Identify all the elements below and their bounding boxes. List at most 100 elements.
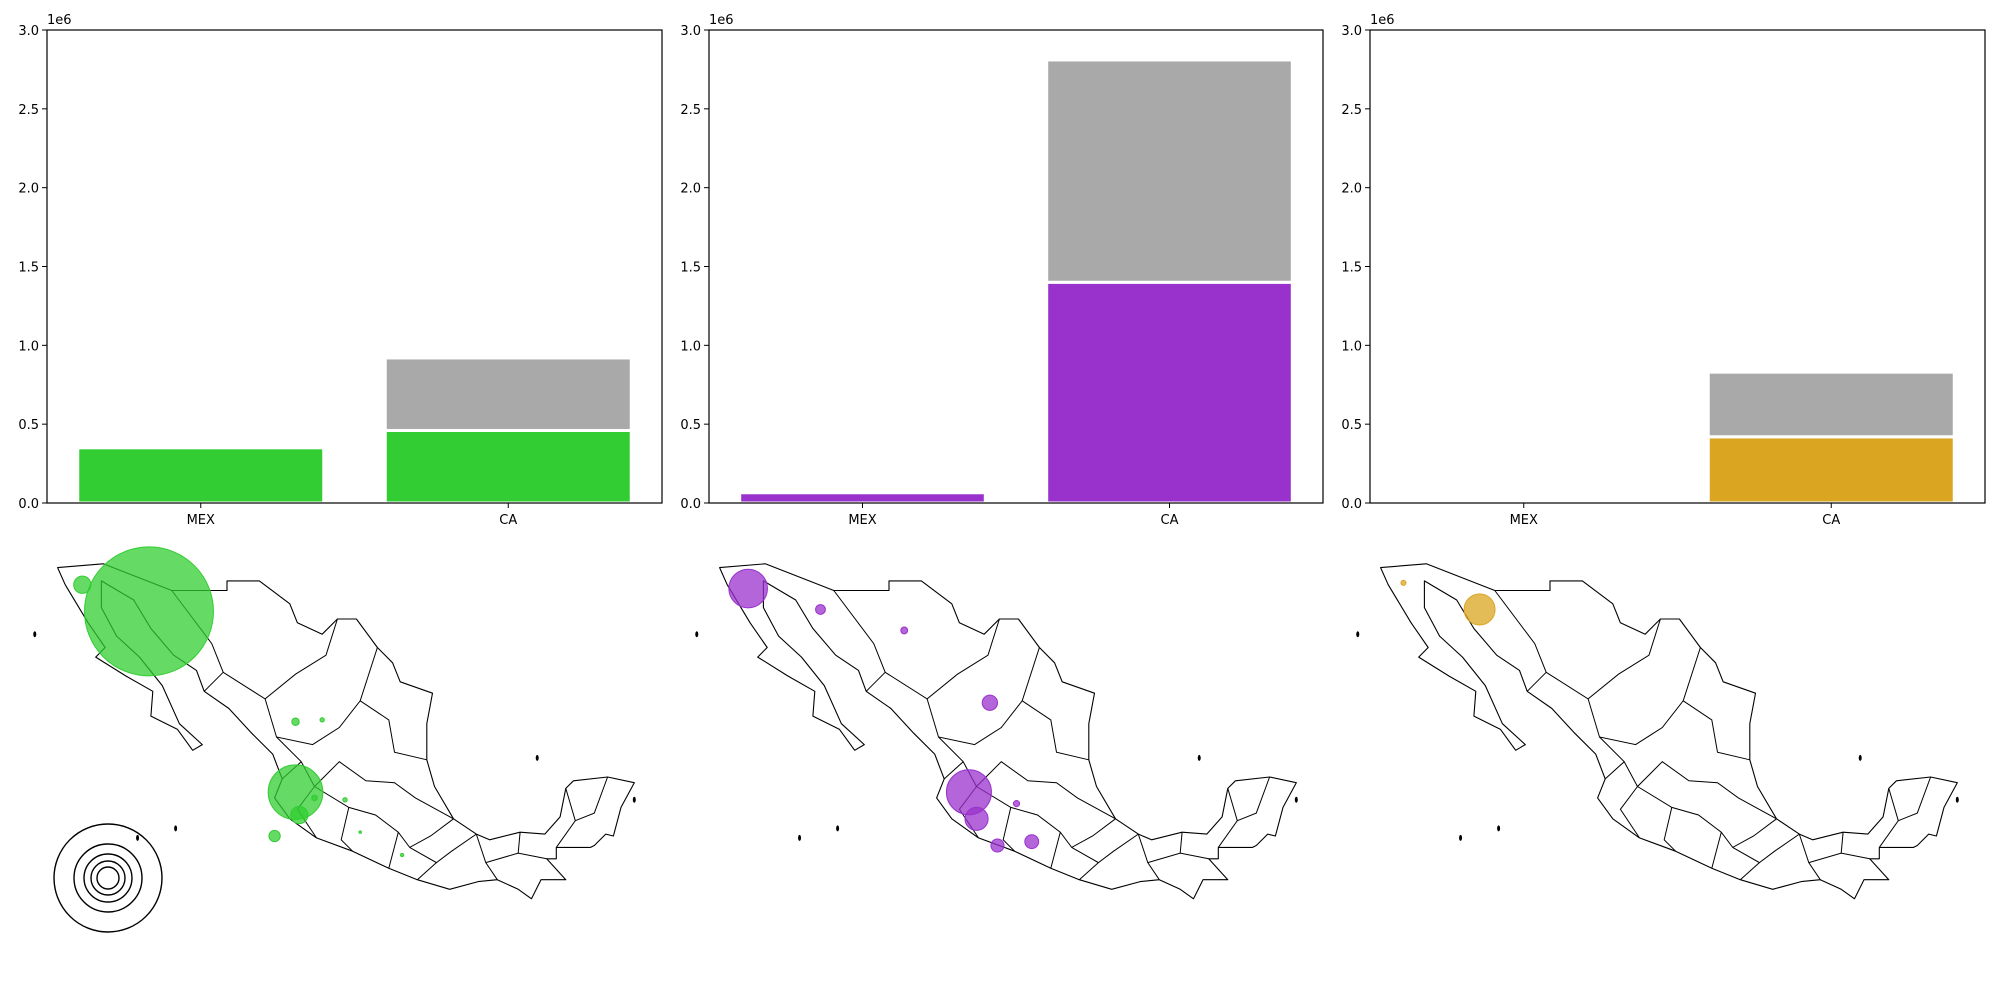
state-border <box>1739 862 1760 881</box>
y-tick-label: 0.0 <box>1341 497 1362 512</box>
state-border <box>409 833 477 864</box>
y-tick-label: 3.0 <box>1341 24 1362 39</box>
legend-circle-2 <box>73 843 143 913</box>
state-border <box>943 761 964 780</box>
bar-ca-series-1 <box>1045 280 1294 505</box>
y-tick-label: 1.0 <box>18 339 39 354</box>
country-outline <box>1380 563 1958 900</box>
y-tick-label: 1.5 <box>18 261 39 276</box>
bubble-1 <box>728 568 768 609</box>
bubble-2 <box>1463 593 1496 626</box>
bar-chart-3: MEX CA 0.0 0.5 1.0 1.5 2.0 2.5 3.0 1e6 <box>1341 13 1986 528</box>
bar-ca-series-2 <box>383 356 633 432</box>
y-tick-label: 0.5 <box>1341 418 1362 433</box>
country-outline <box>719 563 1297 900</box>
bubble-6 <box>290 805 309 825</box>
state-border <box>1840 832 1844 854</box>
island <box>1197 754 1201 761</box>
y-tick-label: 1.0 <box>680 339 701 354</box>
y-offset-label: 1e6 <box>47 13 72 28</box>
island <box>174 825 178 832</box>
y-tick-label: 1.5 <box>1341 261 1362 276</box>
island <box>136 834 140 841</box>
island <box>632 796 636 803</box>
state-border <box>1021 700 1089 761</box>
state-border <box>388 832 399 869</box>
map-1 <box>33 546 636 900</box>
bubble-6 <box>964 806 989 831</box>
island <box>1294 796 1298 803</box>
legend-circle-5 <box>96 866 120 890</box>
bar-chart-1: MEX CA 0.0 0.5 1.0 1.5 2.0 2.5 3.0 1e6 <box>18 13 663 528</box>
bubble-8 <box>342 797 348 803</box>
y-tick-label: 2.5 <box>18 103 39 118</box>
bar-ca-series-1 <box>1706 435 1956 505</box>
bar-mex-series-1 <box>76 446 326 505</box>
bubble-9 <box>1024 834 1040 850</box>
state-border <box>1002 807 1015 852</box>
island <box>535 754 539 761</box>
state-border <box>926 647 1040 746</box>
state-border <box>1732 833 1800 864</box>
bubble-3 <box>900 626 909 635</box>
axes-frame <box>708 29 1324 504</box>
island <box>1497 825 1501 832</box>
state-border <box>359 700 427 761</box>
y-tick-label: 3.0 <box>680 24 701 39</box>
state-border <box>1599 736 1777 820</box>
bubble-8 <box>990 838 1005 853</box>
bubble-9 <box>268 829 281 843</box>
island <box>798 834 802 841</box>
state-border <box>340 807 353 852</box>
state-border <box>222 618 338 700</box>
state-border <box>264 647 378 746</box>
x-tick-label: CA <box>1161 513 1179 528</box>
y-tick-label: 0.5 <box>18 418 39 433</box>
bubble-2 <box>73 575 92 594</box>
state-border <box>517 832 521 854</box>
bar-chart-2: MEX CA 0.0 0.5 1.0 1.5 2.0 2.5 3.0 1e6 <box>680 13 1324 528</box>
x-tick-label: MEX <box>187 513 215 528</box>
y-tick-label: 0.0 <box>18 497 39 512</box>
state-border <box>1050 832 1061 869</box>
bar-ca-series-2 <box>1706 370 1956 439</box>
bubble-3 <box>291 717 300 726</box>
state-border <box>1494 590 1547 692</box>
bubble-10 <box>358 830 362 834</box>
state-border <box>1682 700 1750 761</box>
bar-charts: MEX CA 0.0 0.5 1.0 1.5 2.0 2.5 3.0 1e6 MEX CA 0.0 0.5… <box>18 13 1986 528</box>
y-tick-label: 2.0 <box>680 182 701 197</box>
state-border <box>1587 647 1701 746</box>
y-tick-label: 0.0 <box>680 497 701 512</box>
x-tick-label: CA <box>499 513 517 528</box>
state-border <box>938 736 1116 820</box>
x-tick-label: MEX <box>848 513 876 528</box>
y-tick-label: 0.5 <box>680 418 701 433</box>
bar-mex-series-1 <box>738 491 987 505</box>
state-border <box>1711 832 1722 869</box>
state-border <box>833 590 886 692</box>
y-tick-label: 2.5 <box>1341 103 1362 118</box>
legend-circle-1 <box>53 823 163 933</box>
state-border <box>1071 833 1139 864</box>
state-border <box>1545 618 1661 700</box>
x-tick-label: CA <box>1822 513 1840 528</box>
y-tick-label: 1.5 <box>680 261 701 276</box>
y-tick-label: 1.0 <box>1341 339 1362 354</box>
map-3 <box>1356 563 1959 900</box>
y-tick-label: 2.0 <box>18 182 39 197</box>
state-border <box>416 862 437 881</box>
island <box>1356 631 1360 638</box>
state-border <box>1898 776 1932 822</box>
island <box>33 631 37 638</box>
bubble-5 <box>945 769 992 816</box>
bubble-7 <box>1012 800 1021 808</box>
bubble-7 <box>311 794 318 802</box>
map-2 <box>695 563 1298 900</box>
state-border <box>1237 776 1271 822</box>
bubble-1 <box>83 546 214 677</box>
state-border <box>1663 807 1676 852</box>
legend-circle-4 <box>90 860 126 896</box>
state-border <box>575 776 609 822</box>
